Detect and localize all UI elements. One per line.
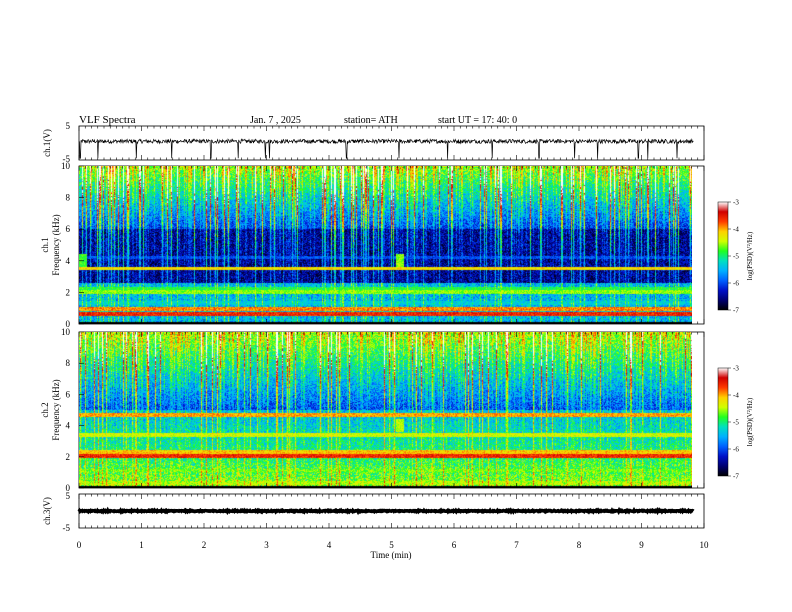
colorbar-tick-label: -5 [733,253,739,261]
ch2-spectrogram-panel: 0 2 4 6 8 10 ch.2 Frequency (kHz) -3 -4 -5 -6 -7 l… [40,327,754,493]
colorbar-tick-label: -4 [733,392,739,400]
ch3-ytick-top: 5 [66,491,71,501]
ch3-panel: 5 -5 ch.3(V) [42,491,705,533]
spec2-heatmap [79,332,692,488]
colorbar-label: log(PSD)(V²/Hz) [746,231,754,280]
y-tick-label: 4 [66,256,71,266]
y-tick-label: 2 [66,287,71,297]
colorbar-tick-label: -3 [733,365,739,373]
y-tick-label: 10 [61,327,71,337]
y-tick-label: 6 [66,389,71,399]
chart-title: VLF Spectra [79,114,136,126]
ch1-ylabel: ch.1(V) [42,129,52,157]
colorbar-tick-label: -6 [733,280,739,288]
x-tick-label: 0 [77,540,82,550]
ch3-xticks [78,494,705,528]
spec2-ylabel: ch.2 [40,402,50,417]
x-tick-label: 4 [327,540,332,550]
colorbar-label: log(PSD)(V²/Hz) [746,397,754,446]
spec2-ylabel2: Frequency (kHz) [51,379,61,440]
colorbar-tick-label: -4 [733,226,739,234]
y-tick-label: 10 [61,161,71,171]
x-tick-label: 1 [139,540,144,550]
x-tick-label: 7 [514,540,519,550]
spec2-xticks [78,332,705,488]
x-tick-label: 10 [700,540,710,550]
colorbar-tick-label: -7 [733,307,739,315]
x-tick-label: 8 [577,540,582,550]
spec2-yticks: 0 2 4 6 8 10 [61,327,84,493]
colorbar-gradient [717,201,729,311]
y-tick-label: 0 [66,319,71,329]
ch1-frame [78,125,705,161]
x-tick-label: 6 [452,540,457,550]
x-tick-label: 5 [389,540,394,550]
ch1-xticks [78,126,705,160]
colorbar-tick-label: -6 [733,446,739,454]
spec1-xticks [78,166,705,324]
colorbar-1: -3 -4 -5 -6 -7 log(PSD)(V²/Hz) [717,199,754,315]
ch1-panel: 5 -5 ch.1(V) [42,121,705,164]
colorbar-tick-label: -3 [733,199,739,207]
colorbar-tick-label: -5 [733,419,739,427]
ch3-series-line [77,506,695,516]
date-label: Jan. 7 , 2025 [250,115,301,126]
station-label: station= ATH [344,115,398,126]
colorbar-2: -3 -4 -5 -6 -7 log(PSD)(V²/Hz) [717,365,754,481]
spec1-ylabel2: Frequency (kHz) [51,214,61,275]
spec1-yticks: 0 2 4 6 8 10 [61,161,84,329]
x-tick-label: 3 [264,540,269,550]
spec1-ylabel: ch.1 [40,237,50,252]
ch1-spectrogram-panel: 0 2 4 6 8 10 ch.1 Frequency (kHz) -3 -4 -5 -6 -7 l… [40,161,754,329]
colorbar-gradient [717,367,729,477]
y-tick-label: 6 [66,224,71,234]
y-tick-label: 0 [66,483,71,493]
ch1-series-line [78,138,694,159]
colorbar-tick-label: -7 [733,473,739,481]
y-tick-label: 8 [66,358,71,368]
start-ut-label: start UT = 17: 40: 0 [438,115,517,126]
x-tick-label: 2 [202,540,207,550]
x-tick-label: 9 [639,540,644,550]
ch3-ytick-bottom: -5 [63,523,71,533]
ch1-ytick-bottom: -5 [63,154,71,164]
ch1-ytick-top: 5 [66,121,71,131]
y-tick-label: 4 [66,421,71,431]
x-axis-tick-labels: 0 1 2 3 4 5 6 7 8 9 10 [77,540,709,550]
y-tick-label: 8 [66,193,71,203]
ch3-ylabel: ch.3(V) [42,497,52,525]
x-axis-label: Time (min) [371,550,412,560]
y-tick-label: 2 [66,452,71,462]
spec1-heatmap [79,166,692,324]
